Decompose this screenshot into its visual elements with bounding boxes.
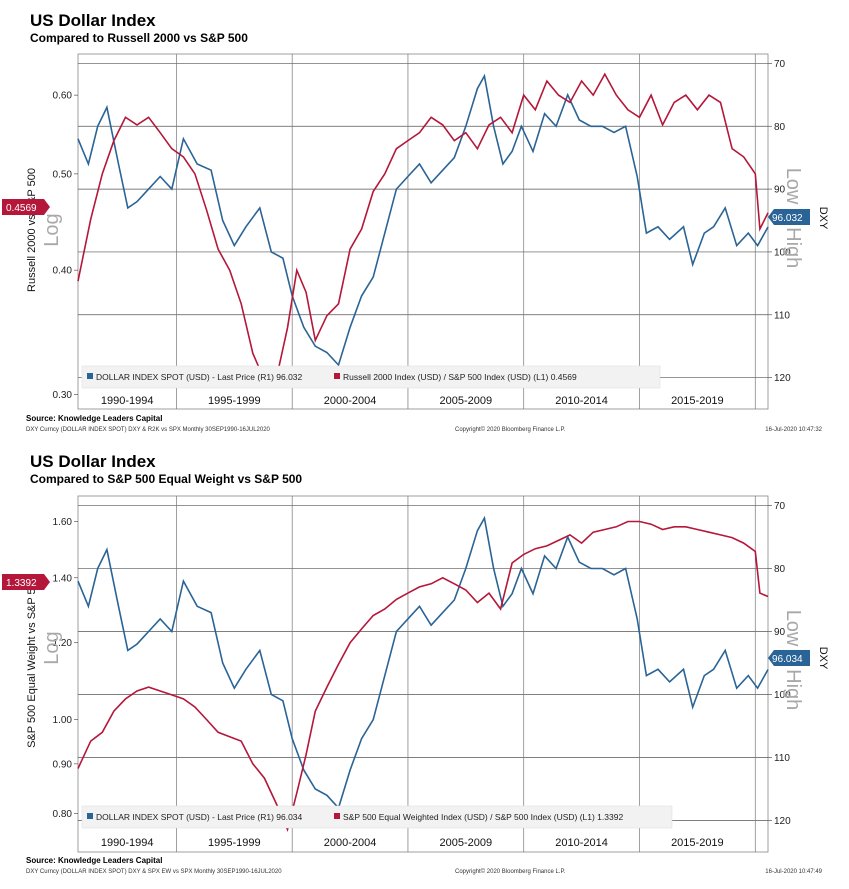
left-tick-label: 0.30 [53, 390, 73, 401]
svg-text:0.4569: 0.4569 [6, 203, 37, 214]
chart-2-series-dxy-line [77, 515, 769, 810]
chart-2-legend: DOLLAR INDEX SPOT (USD) - Last Price (R1… [81, 805, 673, 829]
right-tick-label: 100 [774, 690, 791, 701]
chart-2-plot-frame [77, 495, 769, 853]
chart-1-source: Source: Knowledge Leaders Capital [26, 414, 162, 423]
chart-2-right-value-badge: 96.034 [768, 650, 810, 666]
chart-1-legend-blue-swatch [87, 373, 93, 379]
left-tick-label: 0.60 [53, 91, 73, 102]
x-category-label: 2000-2004 [324, 395, 377, 407]
chart-2-x-axis: 1990-1994 1995-1999 2000-2004 2005-2009 2010… [101, 837, 724, 849]
right-tick-label: 110 [774, 753, 790, 764]
right-tick-label: 110 [774, 310, 790, 321]
x-category-label: 1990-1994 [101, 395, 154, 407]
chart-1-subtitle: Compared to Russell 2000 vs S&P 500 [30, 31, 248, 45]
left-tick-label: 0.40 [53, 266, 73, 277]
left-tick-label: 0.80 [53, 809, 73, 820]
chart-2-footer-right: 16-Jul-2020 10:47:49 [765, 869, 822, 875]
chart-2-series-ratio-line [77, 520, 769, 832]
x-category-label: 2010-2014 [555, 837, 608, 849]
chart-2-right-axis-label: DXY [817, 647, 829, 670]
right-tick-label: 80 [774, 122, 786, 133]
right-tick-label: 120 [774, 816, 791, 827]
chart-1-left-value-badge: 0.4569 [2, 199, 50, 215]
chart-2-subtitle: Compared to S&P 500 Equal Weight vs S&P … [30, 472, 302, 486]
left-tick-label: 1.60 [53, 517, 73, 528]
chart-1-legend: DOLLAR INDEX SPOT (USD) - Last Price (R1… [81, 365, 661, 389]
chart-1-footer-right: 16-Jul-2020 10:47:32 [765, 427, 822, 433]
chart-1-series-ratio-line [77, 72, 769, 381]
right-tick-label: 120 [774, 373, 791, 384]
chart-1-footer-center: Copyright© 2020 Bloomberg Finance L.P. [455, 426, 566, 433]
x-category-label: 2015-2019 [671, 395, 724, 407]
chart-1-x-axis: 1990-1994 1995-1999 2000-2004 2005-2009 2010… [101, 395, 724, 407]
chart-2-legend-blue-swatch [87, 813, 93, 819]
chart-1-right-value-badge: 96.032 [768, 209, 810, 225]
right-tick-label: 70 [774, 59, 786, 70]
left-tick-label: 1.00 [53, 715, 73, 726]
x-category-label: 1995-1999 [208, 837, 261, 849]
right-tick-label: 80 [774, 564, 786, 575]
right-tick-label: 70 [774, 501, 786, 512]
chart-1-category-separators [176, 54, 756, 409]
left-tick-label: 0.50 [53, 169, 73, 180]
right-tick-label: 90 [774, 627, 786, 638]
x-category-label: 2010-2014 [555, 395, 608, 407]
chart-2-category-separators [176, 496, 756, 852]
chart-1-plot-frame [77, 53, 769, 410]
chart-1-title: US Dollar Index [30, 11, 156, 30]
chart-1-log-label: Log [41, 213, 63, 246]
chart-2-legend-blue: DOLLAR INDEX SPOT (USD) - Last Price (R1… [96, 812, 303, 822]
chart-2-footer-left: DXY Curncy (DOLLAR INDEX SPOT) DXY & SPX… [26, 869, 282, 875]
chart-2-left-axis-label: S&P 500 Equal Weight vs S&P 500 [26, 576, 38, 748]
chart-2-legend-red: S&P 500 Equal Weighted Index (USD) / S&P… [343, 812, 623, 822]
chart-2-left-axis: 0.80 0.90 1.00 1.20 1.40 1.60 [53, 517, 78, 820]
chart-1-left-axis-label: Russell 2000 vs S&P 500 [26, 168, 38, 292]
x-category-label: 2000-2004 [324, 837, 377, 849]
chart-1-right-axis-label: DXY [817, 207, 829, 230]
chart-2-right-axis: 70 80 90 100 110 120 [768, 501, 791, 827]
x-category-label: 1995-1999 [208, 395, 261, 407]
x-category-label: 2015-2019 [671, 837, 724, 849]
chart-1-series-dxy-line [77, 73, 769, 367]
chart-1-footer-left: DXY Curncy (DOLLAR INDEX SPOT) DXY & R2K… [26, 427, 271, 433]
right-tick-label: 90 [774, 185, 786, 196]
chart-2-legend-red-swatch [334, 813, 340, 819]
left-tick-label: 1.20 [53, 638, 73, 649]
left-tick-label: 0.90 [53, 759, 73, 770]
chart-2: US Dollar Index Compared to S&P 500 Equa… [2, 452, 829, 875]
svg-text:1.3392: 1.3392 [6, 578, 37, 589]
chart-1-left-axis: 0.30 0.40 0.50 0.60 [53, 91, 78, 401]
svg-text:96.032: 96.032 [772, 213, 803, 224]
chart-1-legend-red: Russell 2000 Index (USD) / S&P 500 Index… [343, 372, 577, 382]
x-category-label: 2005-2009 [440, 395, 493, 407]
x-category-label: 2005-2009 [440, 837, 493, 849]
chart-2-log-label: Log [41, 631, 63, 664]
chart-2-title: US Dollar Index [30, 452, 156, 471]
left-tick-label: 1.40 [53, 573, 73, 584]
chart-2-footer-center: Copyright© 2020 Bloomberg Finance L.P. [455, 868, 566, 875]
chart-1-legend-blue: DOLLAR INDEX SPOT (USD) - Last Price (R1… [96, 372, 303, 382]
chart-1-right-axis: 70 80 90 100 110 120 [768, 59, 791, 384]
right-tick-label: 100 [774, 247, 791, 258]
chart-1-legend-red-swatch [334, 373, 340, 379]
x-category-label: 1990-1994 [101, 837, 154, 849]
chart-2-source: Source: Knowledge Leaders Capital [26, 856, 162, 865]
chart-2-left-value-badge: 1.3392 [2, 574, 50, 590]
chart-1: US Dollar Index Compared to Russell 2000… [2, 11, 829, 433]
svg-text:96.034: 96.034 [772, 654, 803, 665]
